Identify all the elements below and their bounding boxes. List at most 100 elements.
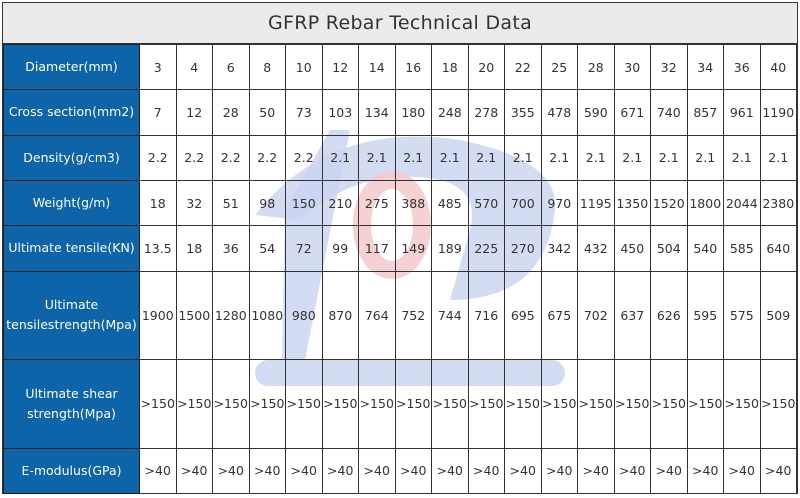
table-cell: 2.1 <box>504 134 542 181</box>
table-cell: 32 <box>175 179 213 227</box>
row-label: E-modulus(GPa) <box>3 447 140 495</box>
table-cell: >150 <box>139 359 177 449</box>
table-cell: 2.1 <box>686 134 724 181</box>
table-cell: >40 <box>504 447 542 495</box>
table-cell: 2.2 <box>175 134 213 181</box>
table-cell: >40 <box>394 447 432 495</box>
table-cell: 2.1 <box>431 134 469 181</box>
table-cell: 149 <box>394 225 432 272</box>
table-cell: 700 <box>504 179 542 227</box>
table-cell: 34 <box>686 43 724 91</box>
row-label: Ultimate shear strength(Mpa) <box>3 359 140 449</box>
table-cell: 2.1 <box>540 134 578 181</box>
table-cell: 4 <box>175 43 213 91</box>
table-cell: 150 <box>285 179 323 227</box>
table-cell: >150 <box>613 359 651 449</box>
table-cell: 1190 <box>759 89 797 136</box>
table-cell: >40 <box>613 447 651 495</box>
table-cell: 30 <box>613 43 651 91</box>
table-cell: 432 <box>577 225 615 272</box>
table-cell: 73 <box>285 89 323 136</box>
table-cell: 2.1 <box>467 134 505 181</box>
table-cell: >150 <box>504 359 542 449</box>
table-cell: >40 <box>431 447 469 495</box>
table-cell: 18 <box>139 179 177 227</box>
table-cell: 2.1 <box>613 134 651 181</box>
table-cell: >150 <box>650 359 688 449</box>
table-row: Density(g/cm3) 2.2 2.2 2.2 2.2 2.2 2.1 2.1 2.1 2.… <box>3 134 797 181</box>
table-cell: 225 <box>467 225 505 272</box>
table-cell: >40 <box>540 447 578 495</box>
row-label: Ultimate tensile(KN) <box>3 225 140 272</box>
table-cell: 540 <box>686 225 724 272</box>
table-cell: 764 <box>358 270 396 361</box>
table-cell: 590 <box>577 89 615 136</box>
table-row: Ultimate tensilestrength(Mpa) 1900 1500 128… <box>3 270 797 361</box>
table-cell: 744 <box>431 270 469 361</box>
table-cell: 210 <box>321 179 359 227</box>
table-cell: >150 <box>467 359 505 449</box>
row-label: Ultimate tensilestrength(Mpa) <box>3 270 140 361</box>
table-cell: 28 <box>212 89 250 136</box>
table-cell: 478 <box>540 89 578 136</box>
table-cell: 2.2 <box>285 134 323 181</box>
table-cell: 98 <box>248 179 286 227</box>
table-cell: 675 <box>540 270 578 361</box>
row-label: Diameter(mm) <box>3 43 140 91</box>
table-cell: 72 <box>285 225 323 272</box>
table-cell: >150 <box>686 359 724 449</box>
table-cell: 485 <box>431 179 469 227</box>
table-cell: 2.1 <box>577 134 615 181</box>
table-cell: 7 <box>139 89 177 136</box>
table-cell: 671 <box>613 89 651 136</box>
table-cell: 595 <box>686 270 724 361</box>
table-cell: >150 <box>540 359 578 449</box>
table-cell: 13.5 <box>139 225 177 272</box>
table-cell: 626 <box>650 270 688 361</box>
table-cell: >40 <box>723 447 761 495</box>
table-cell: 54 <box>248 225 286 272</box>
table-row: E-modulus(GPa) >40 >40 >40 >40 >40 >40 >40 >40 >4… <box>3 447 797 495</box>
table-cell: 504 <box>650 225 688 272</box>
table-cell: 637 <box>613 270 651 361</box>
table-cell: 1195 <box>577 179 615 227</box>
table-cell: >40 <box>212 447 250 495</box>
table-row: Ultimate tensile(KN) 13.5 18 36 54 72 99 117 149… <box>3 225 797 272</box>
table-cell: 103 <box>321 89 359 136</box>
table-cell: 18 <box>175 225 213 272</box>
table-cell: >150 <box>577 359 615 449</box>
table-cell: >150 <box>285 359 323 449</box>
table-cell: >150 <box>431 359 469 449</box>
table-cell: 970 <box>540 179 578 227</box>
table-cell: 1800 <box>686 179 724 227</box>
table-cell: 275 <box>358 179 396 227</box>
table-cell: 10 <box>285 43 323 91</box>
table-cell: >40 <box>650 447 688 495</box>
table-cell: 18 <box>431 43 469 91</box>
table-cell: 270 <box>504 225 542 272</box>
table-cell: 180 <box>394 89 432 136</box>
table-cell: 1900 <box>139 270 177 361</box>
table-cell: 980 <box>285 270 323 361</box>
table-cell: 695 <box>504 270 542 361</box>
table-cell: 2.2 <box>212 134 250 181</box>
table-cell: 278 <box>467 89 505 136</box>
spec-table: Diameter(mm) 3 4 6 8 10 12 14 16 18 20 22 25 28 30 32 34… <box>3 43 797 495</box>
table-cell: 1500 <box>175 270 213 361</box>
table-cell: 2.1 <box>321 134 359 181</box>
table-cell: >150 <box>723 359 761 449</box>
table-cell: >40 <box>285 447 323 495</box>
table-cell: >40 <box>759 447 797 495</box>
table-cell: 40 <box>759 43 797 91</box>
table-cell: 2.1 <box>650 134 688 181</box>
table-cell: >40 <box>175 447 213 495</box>
table-cell: 450 <box>613 225 651 272</box>
table-cell: 2.1 <box>723 134 761 181</box>
table-cell: 36 <box>723 43 761 91</box>
table-cell: 575 <box>723 270 761 361</box>
table-cell: 36 <box>212 225 250 272</box>
table-cell: >40 <box>686 447 724 495</box>
row-label: Weight(g/m) <box>3 179 140 227</box>
table-cell: 355 <box>504 89 542 136</box>
table-cell: 99 <box>321 225 359 272</box>
